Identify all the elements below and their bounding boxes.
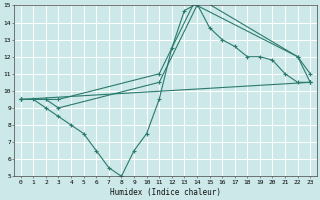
X-axis label: Humidex (Indice chaleur): Humidex (Indice chaleur) [110,188,221,197]
